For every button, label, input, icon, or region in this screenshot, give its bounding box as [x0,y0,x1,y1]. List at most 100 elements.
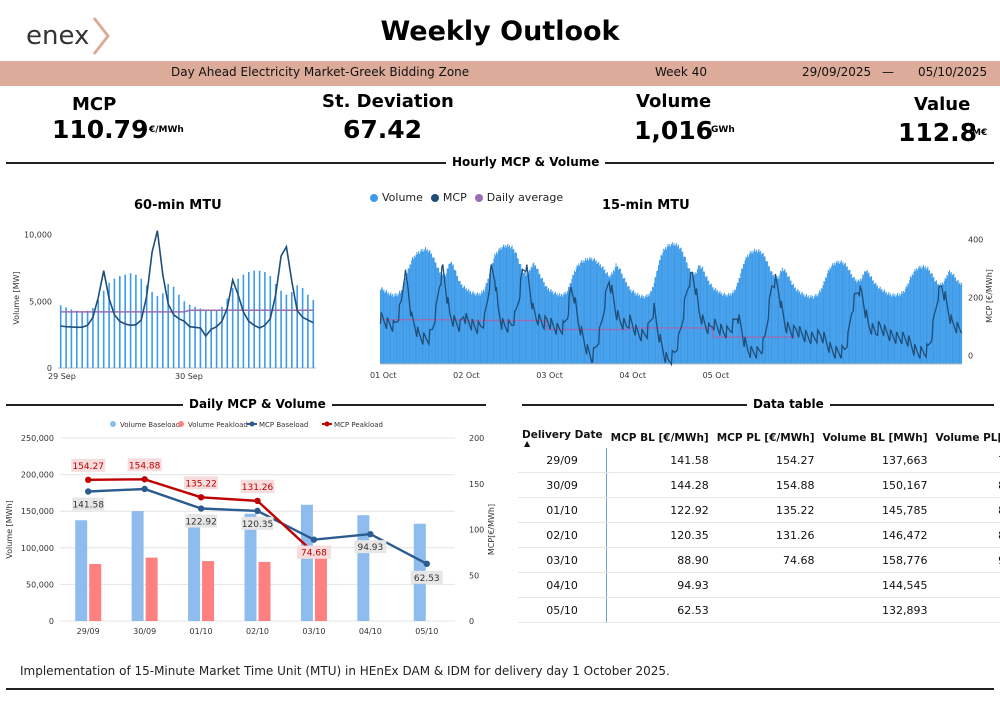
volume-bar [931,273,933,364]
volume-bar [927,266,929,364]
table-cell: 77,930 [931,448,1000,473]
volume-bar [614,267,616,364]
volume-bar [891,295,893,364]
table-cell: 144.28 [606,472,713,498]
col-volume-bl[interactable]: Volume BL [MWh] [822,432,928,444]
mcp-peakload-data-label: 154.88 [129,461,161,471]
volume-bar [124,274,126,368]
y-right-tick-label: 100 [469,526,484,535]
volume-bar [76,310,78,368]
volume-bar [781,267,783,364]
volume-bar [865,270,867,364]
chart-15min-title: 15-min MTU [602,198,690,213]
volume-bar [422,249,424,364]
volume-bar [821,289,823,364]
volume-bar [645,294,647,364]
volume-bar [633,293,635,364]
volume-bar [921,268,923,364]
volume-bar [484,287,486,364]
volume-bar [664,247,666,364]
volume-bar [946,274,948,364]
volume-bar [129,273,132,368]
col-mcp-pl[interactable]: MCP PL [€/MWh] [716,432,815,444]
volume-bar [695,272,697,364]
table-cell: 94.93 [606,572,713,598]
volume-bar [570,283,572,364]
volume-bar [419,251,421,364]
table-cell: 88.90 [606,547,713,573]
volume-bar [584,260,586,364]
volume-bar [640,296,642,364]
volume-bar [480,293,482,364]
volume-bar [681,251,683,364]
volume-bar [815,296,817,364]
volume-bar [405,277,407,364]
volume-bar [926,268,928,364]
col-delivery-date[interactable]: Delivery Date ▲ [522,429,603,448]
volume-bar [741,268,743,364]
col-mcp-bl[interactable]: MCP BL [€/MWh] [610,432,709,444]
volume-bar [514,253,516,364]
volume-bar [909,280,911,364]
volume-bar [393,295,395,364]
volume-bar [568,287,570,364]
volume-bar [92,308,94,368]
volume-bar [643,295,645,364]
volume-bar [438,272,440,364]
volume-bar [889,295,891,364]
volume-bar [952,274,954,364]
volume-baseload-bar [300,504,313,621]
x-tick-label: 03/10 [302,627,325,636]
table-cell: 04/10 [518,572,608,598]
volume-bar [835,262,837,364]
mcp-baseload-label-bg [354,540,387,554]
volume-peakload-bar [89,563,102,621]
volume-bar [567,286,569,364]
volume-bar [587,260,589,364]
volume-bar [523,272,525,364]
volume-bar [917,268,919,364]
legend-daily-average: Daily average [486,191,564,204]
volume-bar [489,268,491,364]
table-cell: 141.58 [606,448,713,473]
table-cell: 120.35 [606,522,713,548]
legend-label: MCP Peakload [334,421,383,429]
volume-bar [847,270,849,364]
chart-60min-title: 60-min MTU [134,198,222,213]
volume-bar [928,270,930,364]
volume-bar [581,262,583,364]
volume-bar [827,269,829,364]
volume-bar [774,278,776,364]
volume-bar [959,282,961,364]
volume-bar [578,263,580,364]
volume-bar [467,290,469,364]
table-cell: 05/10 [518,597,608,623]
volume-bar [688,268,690,364]
volume-bar [761,253,763,364]
volume-bar [805,295,807,364]
volume-bar [406,272,408,364]
volume-bar [755,251,756,364]
volume-bar [794,287,796,364]
volume-baseload-bar [357,515,370,621]
mcp-baseload-data-label: 94.93 [357,543,383,553]
volume-bar [802,295,804,364]
volume-bar [611,272,613,364]
kpi-value-value: 112.8 [898,118,978,147]
volume-bar [894,294,896,364]
mcp-peakload-point [197,494,205,501]
volume-bar [804,297,806,364]
volume-bar [824,281,826,364]
legend-avg-dot [474,193,483,202]
volume-bar [504,244,506,364]
volume-bar [701,267,703,364]
volume-bar [958,284,960,364]
mcp-peakload-label-bg [71,458,106,472]
col-volume-pl[interactable]: Volume PL[MWh] [935,432,1000,444]
volume-bar [809,296,811,364]
volume-bar [767,261,769,364]
volume-bar [871,280,873,364]
volume-bar [447,268,449,364]
y-tick-label: 0 [47,364,52,373]
